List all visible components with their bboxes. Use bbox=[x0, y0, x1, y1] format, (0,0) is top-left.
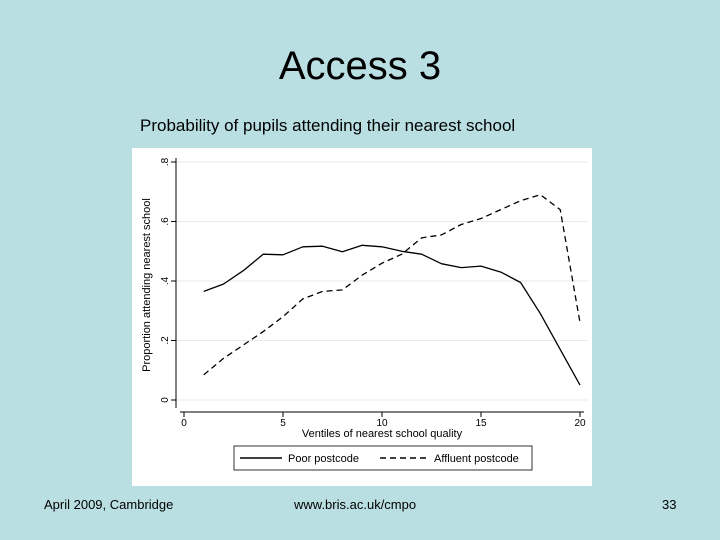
x-tick-label: 0 bbox=[181, 418, 187, 429]
x-tick-label: 5 bbox=[280, 418, 286, 429]
legend: Poor postcode Affluent postcode bbox=[233, 445, 533, 471]
y-ticks: 0 .2 .4 .6 .8 bbox=[160, 157, 176, 403]
page-number: 33 bbox=[662, 497, 677, 512]
footer-date-location: April 2009, Cambridge bbox=[44, 497, 174, 512]
x-tick-label: 10 bbox=[376, 418, 388, 429]
x-axis-label: Ventiles of nearest school quality bbox=[302, 428, 463, 440]
x-tick-label: 15 bbox=[475, 418, 487, 429]
slide-title: Access 3 bbox=[278, 44, 442, 88]
gridlines bbox=[176, 161, 588, 401]
legend-label-affluent: Affluent postcode bbox=[434, 453, 519, 465]
series-layer bbox=[203, 194, 581, 386]
y-tick-label: .2 bbox=[160, 336, 171, 345]
chart-caption: Probability of pupils attending their ne… bbox=[140, 116, 516, 135]
y-tick-label: .6 bbox=[160, 217, 171, 226]
series-line-affluent-postcode bbox=[203, 194, 581, 376]
plot-area bbox=[176, 158, 588, 412]
x-tick-label: 20 bbox=[574, 418, 586, 429]
y-tick-label: .8 bbox=[160, 157, 171, 166]
chart-panel: 0 .2 .4 .6 .8 0 5 10 15 20 Proportion attending … bbox=[132, 148, 592, 486]
y-tick-label: .4 bbox=[160, 276, 171, 285]
y-axis-label: Proportion attending nearest school bbox=[141, 198, 153, 372]
legend-label-poor: Poor postcode bbox=[288, 453, 359, 465]
line-chart: 0 .2 .4 .6 .8 0 5 10 15 20 Proportion attending … bbox=[141, 157, 588, 471]
series-line-poor-postcode bbox=[203, 244, 581, 386]
x-ticks: 0 5 10 15 20 bbox=[181, 412, 586, 429]
footer-url: www.bris.ac.uk/cmpo bbox=[294, 497, 417, 512]
y-tick-label: 0 bbox=[160, 397, 171, 403]
